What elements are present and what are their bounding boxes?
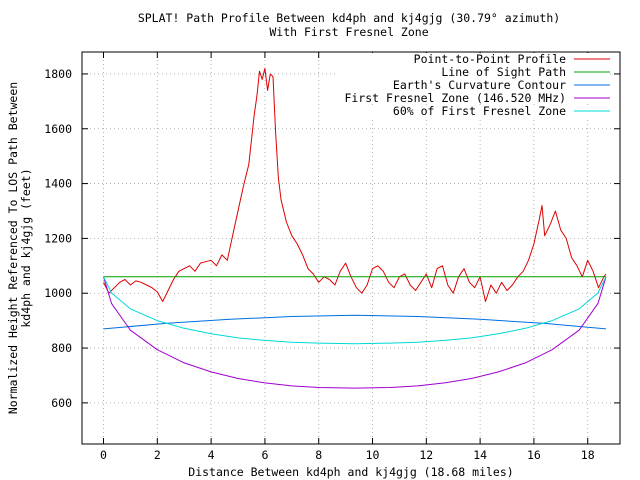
legend-label-fresnel60: 60% of First Fresnel Zone [393,104,566,118]
series-line-fresnel60 [103,276,607,345]
y-tick-label: 1600 [44,122,72,136]
chart-title: SPLAT! Path Profile Between kd4ph and kj… [138,11,560,25]
x-tick-label: 6 [261,448,268,462]
plot-frame [81,51,621,445]
legend-entry-bg [336,105,610,117]
x-tick-label: 14 [473,448,487,462]
legend-label-profile: Point-to-Point Profile [414,52,566,66]
legend-label-fresnel: First Fresnel Zone (146.520 MHz) [344,91,566,105]
y-tick-label: 600 [51,396,72,410]
y-tick-label: 800 [51,341,72,355]
x-tick-label: 16 [527,448,541,462]
x-tick-label: 12 [419,448,433,462]
x-tick-label: 0 [100,448,107,462]
chart-subtitle: With First Fresnel Zone [269,25,428,39]
grid-lines [82,52,620,444]
axis-ticks: 0 2 4 6 8 10 12 14 16 18 600 800 1000 1200 1400 1600 180… [44,52,620,462]
x-axis-label: Distance Between kd4ph and kj4gjg (18.68… [188,465,513,479]
y-tick-label: 1000 [44,286,72,300]
series-line-curvature [103,314,607,330]
x-tick-label: 8 [315,448,322,462]
series-line-profile [103,67,607,302]
x-tick-label: 4 [208,448,215,462]
legend-label-curvature: Earth's Curvature Contour [393,78,566,92]
y-tick-label: 1200 [44,231,72,245]
x-tick-label: 18 [581,448,595,462]
y-axis-label-line1: Normalized Height Referenced To LOS Path… [6,82,20,414]
series-line-fresnel [103,276,607,389]
y-tick-label: 1400 [44,177,72,191]
y-tick-label: 1800 [44,67,72,81]
data-series [103,67,607,389]
legend-entry-bg [336,53,610,65]
x-tick-label: 10 [366,448,380,462]
legend-label-los: Line of Sight Path [441,65,566,79]
y-axis-label-line2: kd4ph and kj4gjg (feet) [19,168,33,327]
legend-entry-bg [336,92,610,104]
legend-entry-bg [336,79,610,91]
legend-entry-bg [336,66,610,78]
x-tick-label: 2 [154,448,161,462]
